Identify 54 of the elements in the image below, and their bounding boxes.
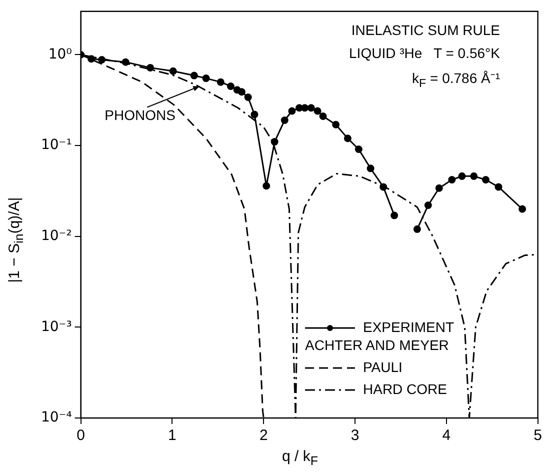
y-tick-label: 10⁻⁴ [40, 410, 72, 426]
point [262, 182, 270, 190]
point [344, 134, 352, 142]
point [98, 56, 106, 64]
point [470, 172, 478, 180]
point [202, 74, 210, 82]
point [390, 212, 398, 220]
point [518, 205, 526, 213]
point [122, 58, 130, 66]
point [190, 72, 198, 80]
point [354, 146, 362, 154]
x-tick-label: 5 [534, 427, 542, 444]
x-tick-label: 0 [76, 427, 85, 444]
point [314, 107, 322, 115]
point [413, 225, 421, 233]
x-tick-label: 3 [350, 427, 360, 444]
annotation: LIQUID ³He T = 0.56°K [349, 45, 500, 61]
y-tick-label: 10⁻¹ [40, 137, 72, 154]
text: INELASTIC SUM RULE [350, 22, 500, 38]
x-tick-label: 4 [442, 427, 451, 444]
annotation: PHONONS [104, 107, 176, 124]
x-tick-label: 2 [259, 427, 268, 444]
legend-label: PAULI [362, 358, 404, 376]
y-tick-label: 10⁻³ [40, 318, 72, 335]
point [226, 82, 234, 90]
point [280, 116, 288, 124]
point [301, 104, 309, 112]
point [288, 107, 296, 115]
x-axis-title: q / k$_{F}$ [282, 448, 318, 468]
point [332, 120, 340, 128]
point [494, 183, 502, 191]
legend-label: HARD CORE [362, 380, 448, 398]
point [216, 78, 224, 86]
point [244, 94, 252, 102]
point [250, 110, 258, 118]
annotation: k$_{F}$ = 0.786 Å⁻¹ [410, 69, 500, 90]
point [270, 138, 278, 146]
point [380, 183, 388, 191]
point [319, 112, 327, 120]
point [435, 184, 443, 192]
point [482, 176, 490, 184]
x-tick-label: 1 [168, 427, 176, 444]
point [238, 88, 246, 96]
point [458, 172, 466, 180]
y-tick-label: 10⁻² [40, 228, 72, 244]
point [448, 176, 456, 184]
point [169, 67, 177, 75]
point [307, 104, 315, 112]
point [366, 164, 374, 172]
legend-label: EXPERIMENT ACHTER AND MEYER [305, 318, 455, 354]
point [88, 55, 96, 63]
y-tick-label: 10⁰ [48, 46, 72, 62]
point [424, 202, 432, 210]
point [146, 64, 154, 72]
